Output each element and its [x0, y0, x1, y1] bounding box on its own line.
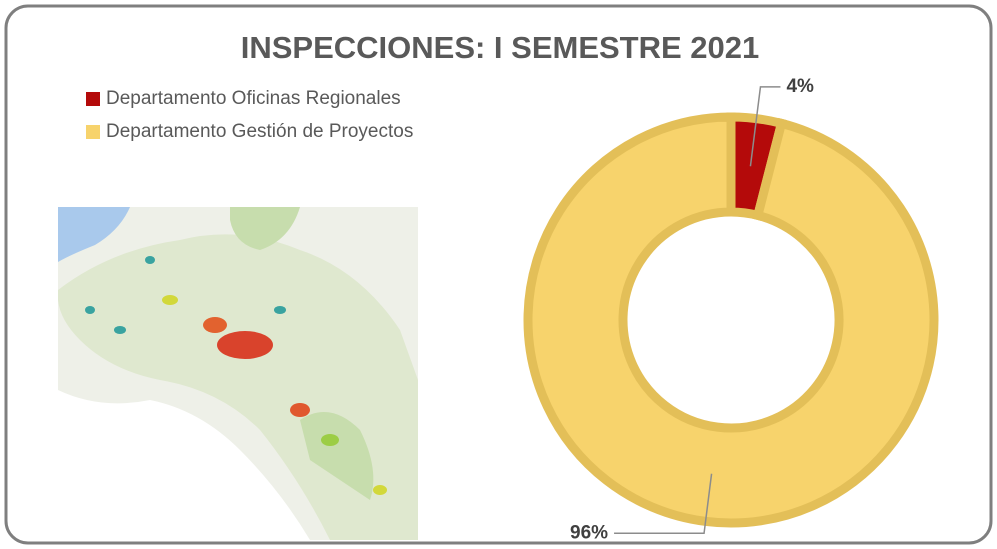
chart-title: INSPECCIONES: I SEMESTRE 2021 — [241, 30, 760, 65]
data-label: 96% — [570, 522, 608, 543]
map — [58, 207, 418, 540]
data-label: 4% — [786, 76, 814, 97]
legend-swatch — [86, 125, 100, 139]
page: {"chart_data": {"type": "donut", "title"… — [0, 0, 997, 549]
chart: INSPECCIONES: I SEMESTRE 2021 Departamen… — [0, 0, 997, 549]
legend-label: Departamento Oficinas Regionales — [106, 88, 401, 109]
legend-label: Departamento Gestión de Proyectos — [106, 121, 413, 142]
legend-swatch — [86, 92, 100, 106]
